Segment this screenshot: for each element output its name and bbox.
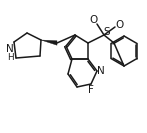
Text: F: F: [88, 85, 94, 95]
Text: O: O: [89, 15, 97, 25]
Text: O: O: [115, 20, 123, 30]
Text: N: N: [6, 44, 14, 54]
Text: S: S: [104, 27, 110, 37]
Text: N: N: [97, 66, 105, 76]
Polygon shape: [41, 40, 57, 45]
Text: H: H: [7, 53, 13, 61]
